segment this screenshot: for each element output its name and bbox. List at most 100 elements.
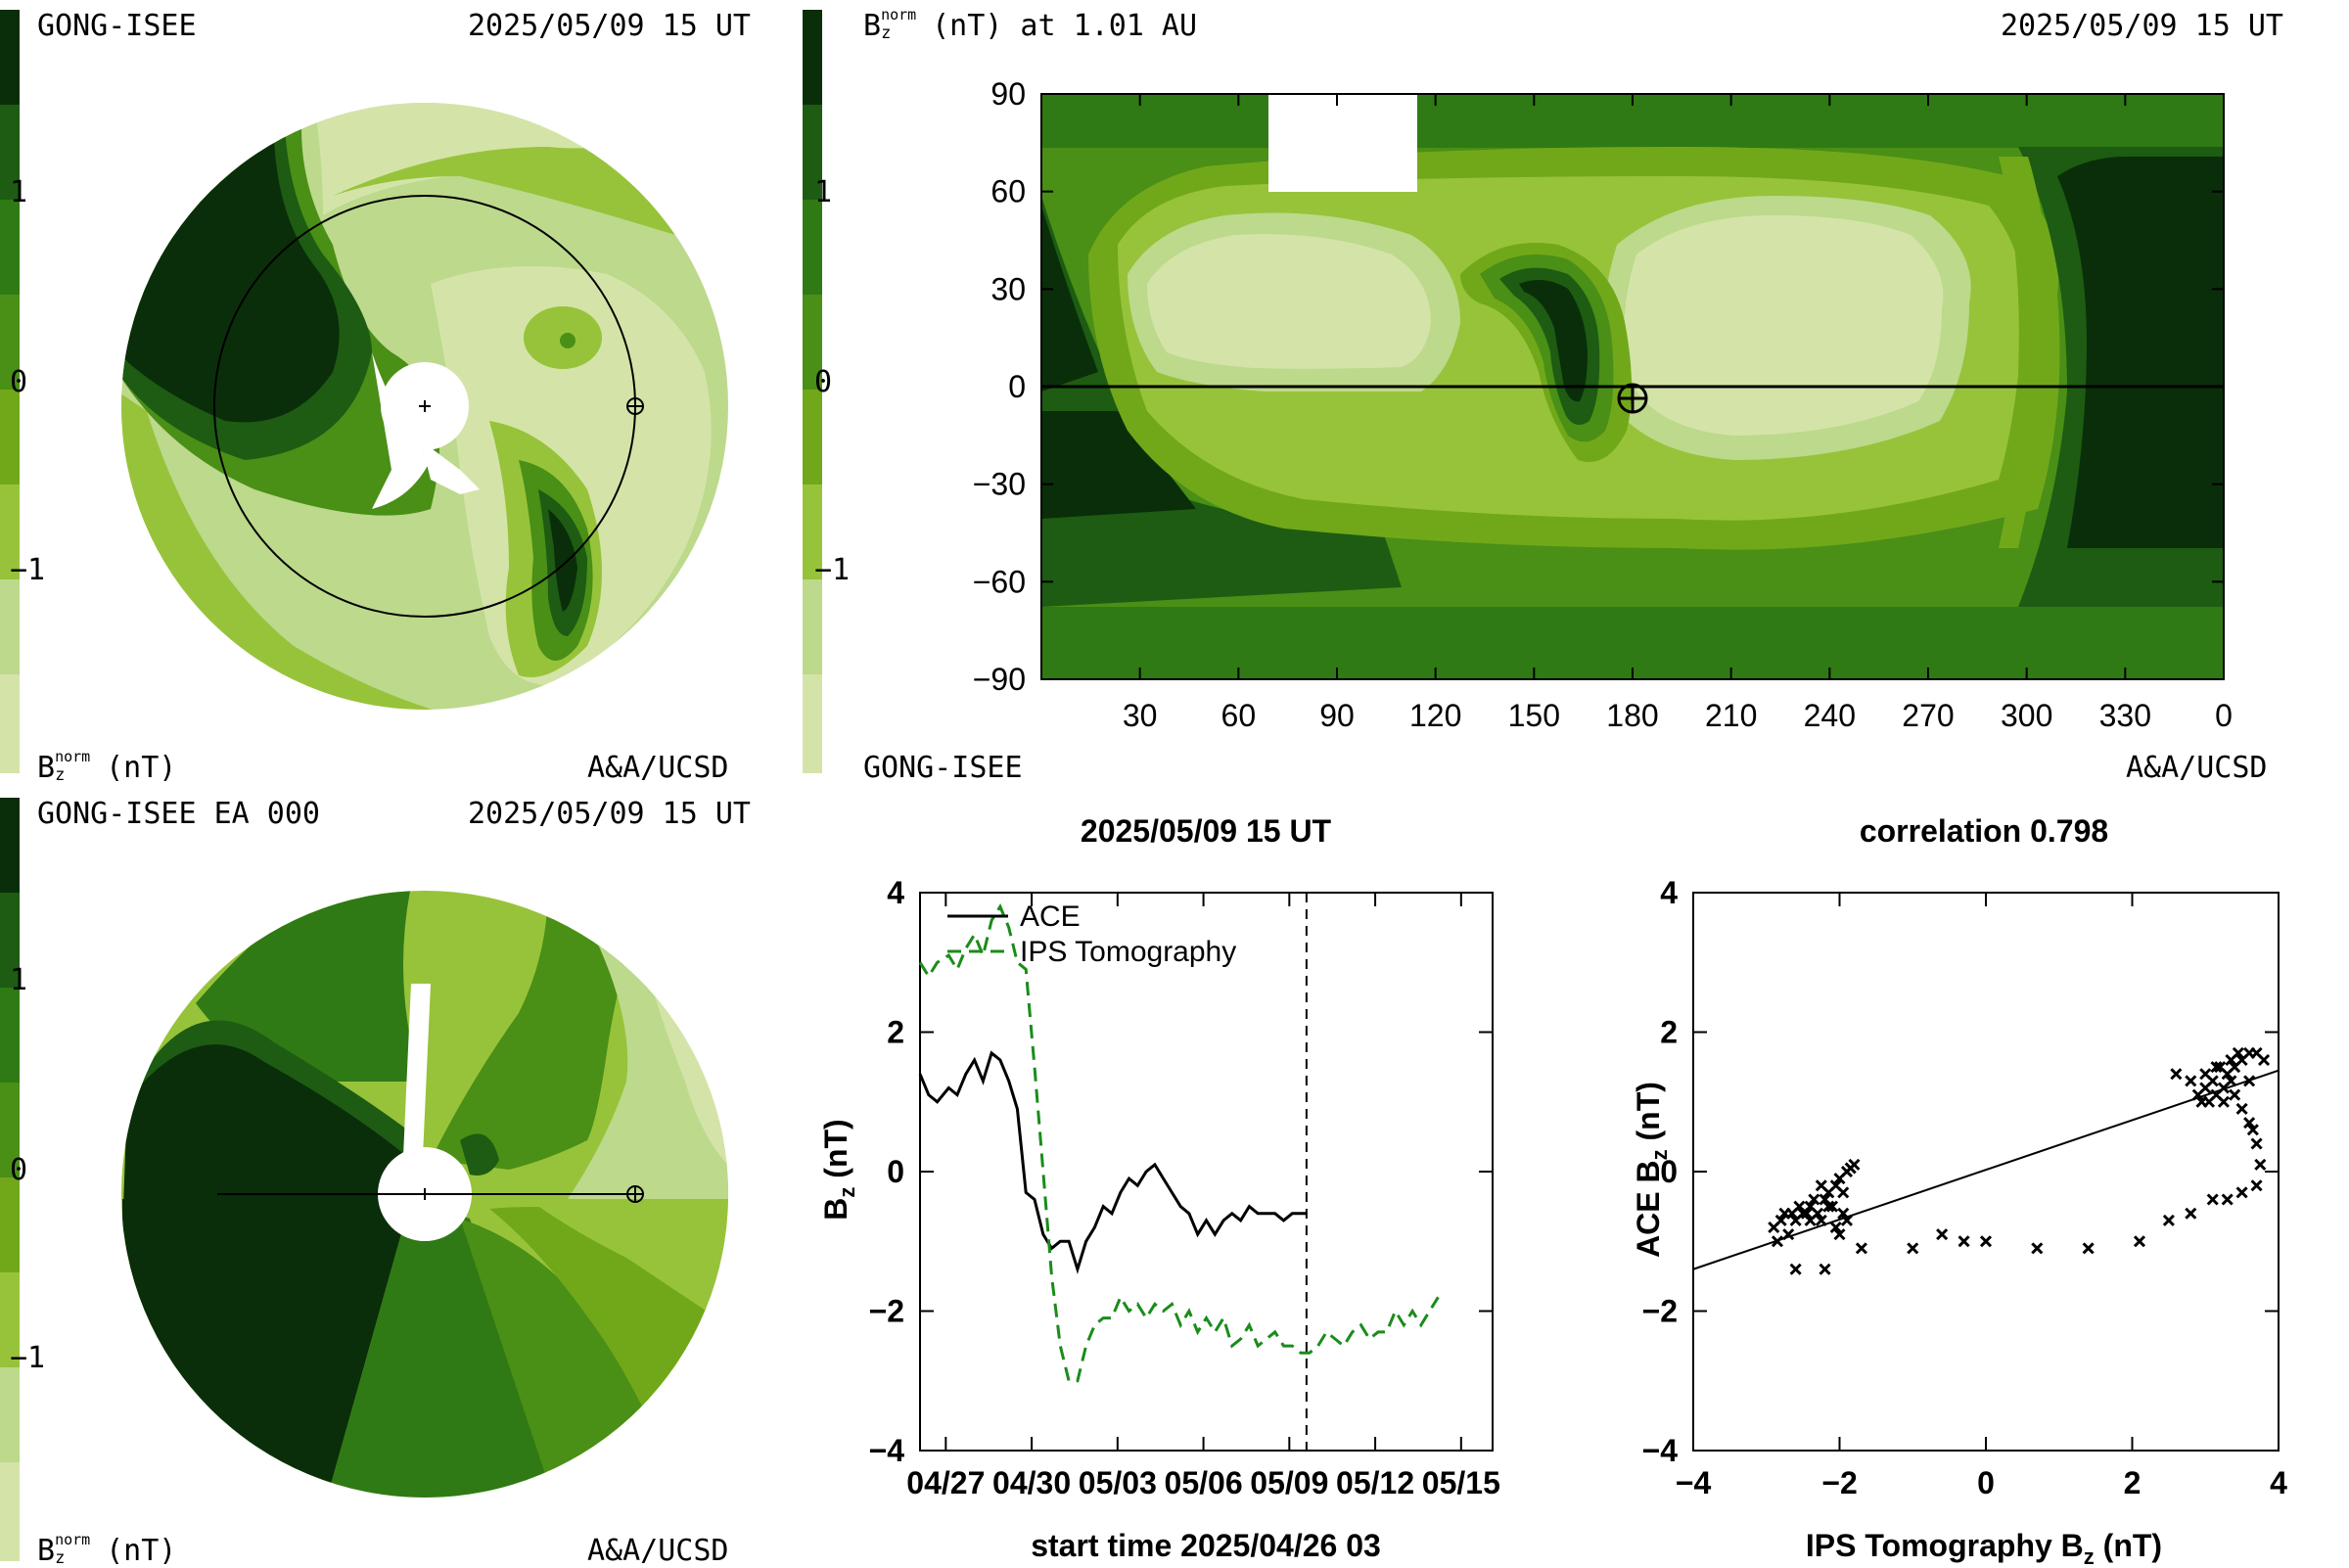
ace-series-line [918, 1050, 1307, 1274]
colorbar-tick-0: 0 [10, 365, 28, 399]
colorbar-tick-1: 1 [10, 175, 28, 209]
polar-map-top-left [121, 103, 728, 710]
scatter-point [2221, 1193, 2234, 1206]
scatter-point [2210, 1061, 2223, 1074]
y-tick-label: 2 [887, 1015, 904, 1050]
source-label: GONG-ISEE EA 000 [37, 797, 320, 831]
quantity-base: B [37, 1534, 56, 1568]
scatter-point [1833, 1228, 1846, 1241]
colorbar-level [0, 390, 20, 484]
scatter-point [2250, 1137, 2263, 1150]
map-x-tick-label: 60 [1221, 698, 1257, 733]
scatter-point [2082, 1242, 2095, 1255]
y-axis-title-sub: z [835, 1187, 859, 1198]
map-x-tick-label: 180 [1606, 698, 1658, 733]
y-tick-label: 2 [1660, 1015, 1678, 1050]
map-y-tick-label: 90 [990, 76, 1026, 112]
colorbar-level [0, 1083, 20, 1177]
scatter-point [1958, 1235, 1970, 1248]
colorbar-level [0, 674, 20, 773]
colorbar-tick-minus1: −1 [10, 1341, 46, 1375]
scatter-point [2250, 1179, 2263, 1192]
scatter-point [2235, 1186, 2248, 1199]
colorbar-level [0, 1177, 20, 1272]
colorbar-level [0, 1367, 20, 1462]
map-y-tick-label: −60 [973, 564, 1026, 599]
x-tick-label: 2 [2124, 1465, 2142, 1500]
map-x-tick-label: 0 [2215, 698, 2233, 733]
quantity-sup: norm [55, 748, 91, 765]
colorbar-tick-minus1: −1 [814, 553, 851, 587]
colorbar-level [0, 105, 20, 200]
y-tick-label: 4 [1660, 875, 1678, 910]
scatter-point [1804, 1214, 1817, 1226]
map-x-tick-label: 150 [1508, 698, 1560, 733]
scatter-point [2232, 1046, 2244, 1059]
source-label: GONG-ISEE [863, 751, 1023, 785]
map-y-tick-label: 30 [990, 271, 1026, 306]
x-tick-label: −2 [1821, 1465, 1857, 1500]
x-axis-title: start time 2025/04/26 03 [1031, 1528, 1381, 1563]
scatter-point [1782, 1228, 1795, 1241]
x-tick-label: 0 [1977, 1465, 1995, 1500]
x-tick-label: 05/06 [1165, 1465, 1243, 1500]
map-x-tick-label: 270 [1902, 698, 1954, 733]
scatter-point [2246, 1124, 2259, 1136]
map-x-tick-label: 210 [1705, 698, 1757, 733]
map-y-tick-label: 0 [1008, 369, 1026, 404]
legend-label-ips: IPS Tomography [1020, 936, 1236, 968]
colorbar-level [803, 10, 822, 105]
x-axis-title-sub: z [2084, 1545, 2095, 1566]
map-title-sup: norm [881, 6, 917, 23]
scatter-point [2217, 1095, 2230, 1108]
earth-icon [1617, 383, 1648, 414]
x-tick-label: 05/12 [1336, 1465, 1414, 1500]
scatter-point [2185, 1075, 2197, 1087]
colorbar-bottom-left [0, 798, 20, 1561]
y-axis-title-sub: z [1647, 1149, 1672, 1160]
timestamp-label: 2025/05/09 15 UT [468, 797, 751, 831]
colorbar-top-right [803, 10, 822, 773]
colorbar-tick-1: 1 [10, 963, 28, 997]
credit-label: A&A/UCSD [587, 1534, 729, 1568]
colorbar-tick-0: 0 [10, 1153, 28, 1187]
scatter-point [1825, 1200, 1839, 1213]
x-tick-label: −4 [1676, 1465, 1712, 1500]
colorbar-level [0, 579, 20, 674]
quantity-sub: z [55, 765, 66, 785]
scatter-point [1840, 1214, 1854, 1226]
colorbar-tick-minus1: −1 [10, 553, 46, 587]
y-axis-title-rest: (nT) [1631, 1082, 1666, 1140]
sun-marker [419, 1188, 431, 1200]
colorbar-level [803, 579, 822, 674]
x-tick-label: 4 [2270, 1465, 2287, 1500]
scatter-point [2162, 1214, 2175, 1226]
map-y-axis: 90 60 30 0 −30 −60 −90 [973, 76, 2224, 697]
credit-label: A&A/UCSD [587, 751, 729, 785]
colorbar-level [0, 798, 20, 893]
sun-marker [419, 400, 431, 412]
colorbar-level [0, 484, 20, 579]
x-tick-label: 05/09 [1250, 1465, 1328, 1500]
map-x-tick-label: 30 [1123, 698, 1158, 733]
x-tick-label: 05/15 [1422, 1465, 1500, 1500]
scatter-point [2257, 1053, 2271, 1067]
colorbar-level [0, 295, 20, 390]
scatter-point [1936, 1228, 1949, 1241]
map-x-axis: 30 60 90 120 150 180 210 240 270 300 330 0 [1123, 94, 2233, 733]
ips-tomography-series-line [918, 903, 1440, 1383]
colorbar-level [803, 484, 822, 579]
scatter-point [2195, 1095, 2208, 1108]
quantity-base: B [37, 751, 56, 785]
legend-label-ace: ACE [1020, 900, 1081, 933]
scatter-point [2206, 1075, 2219, 1087]
x-tick-label: 04/30 [992, 1465, 1071, 1500]
scatter-point [2225, 1075, 2237, 1087]
colorbar-level [803, 674, 822, 773]
source-label: GONG-ISEE [37, 9, 197, 43]
scatter-point [1837, 1186, 1850, 1199]
scatter-point [1829, 1221, 1842, 1234]
